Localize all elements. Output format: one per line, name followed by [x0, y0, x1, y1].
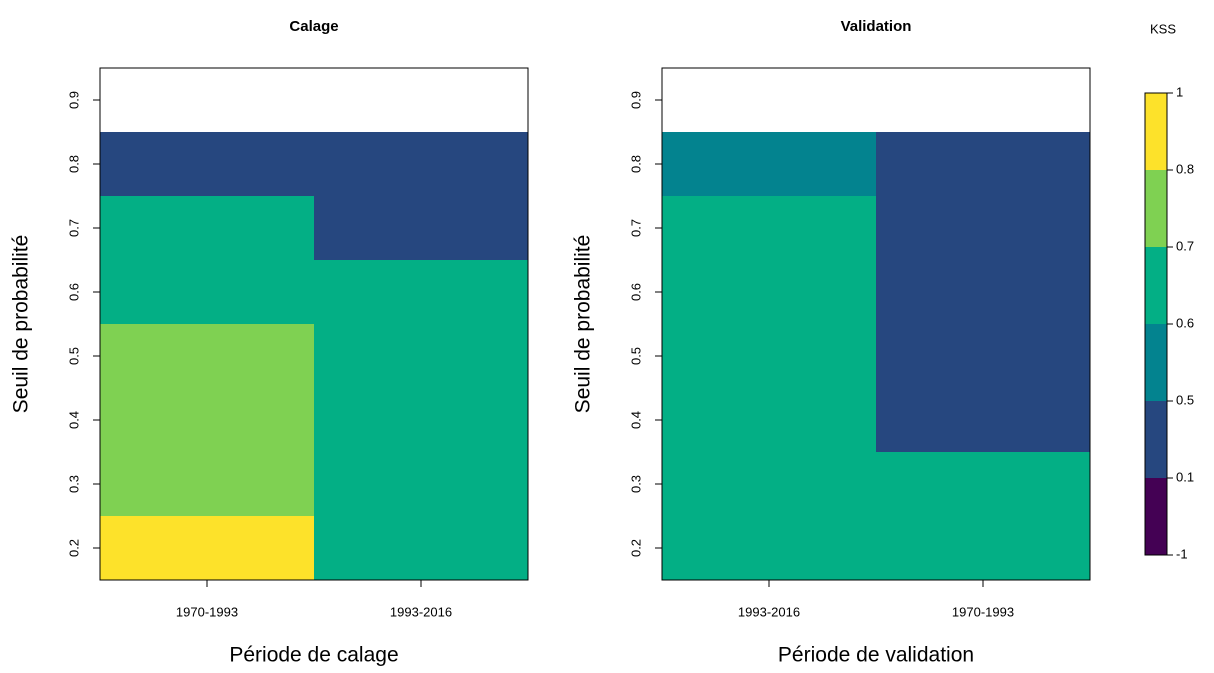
colorbar-segment — [1145, 324, 1167, 401]
y-tick-label: 0.9 — [66, 91, 81, 109]
x-axis-label: Période de calage — [229, 644, 398, 667]
y-tick-label: 0.4 — [628, 411, 643, 429]
y-tick-label: 0.5 — [628, 347, 643, 365]
y-tick-label: 0.8 — [66, 155, 81, 173]
colorbar-tick-label: 0.5 — [1176, 392, 1194, 407]
colorbar-tick-label: 1 — [1176, 84, 1183, 99]
y-tick-label: 0.5 — [66, 347, 81, 365]
y-tick-label: 0.7 — [628, 219, 643, 237]
colorbar-segment — [1145, 170, 1167, 247]
heat-cell — [100, 388, 315, 452]
heat-cell — [100, 324, 315, 388]
x-tick-label: 1993-2016 — [390, 604, 452, 619]
heat-cell — [100, 260, 315, 324]
colorbar-segment — [1145, 93, 1167, 170]
colorbar-segment — [1145, 401, 1167, 478]
heat-cell — [876, 196, 1091, 260]
heat-cell — [314, 324, 529, 388]
heat-cell — [314, 260, 529, 324]
colorbar-tick-label: 0.8 — [1176, 161, 1194, 176]
y-tick-label: 0.9 — [628, 91, 643, 109]
y-tick-label: 0.6 — [66, 283, 81, 301]
heat-cell — [876, 516, 1091, 580]
y-tick-label: 0.2 — [66, 539, 81, 557]
y-tick-label: 0.4 — [66, 411, 81, 429]
y-tick-label: 0.2 — [628, 539, 643, 557]
heat-cell — [662, 452, 877, 516]
colorbar-segment — [1145, 478, 1167, 555]
heat-cell — [876, 260, 1091, 324]
y-tick-label: 0.6 — [628, 283, 643, 301]
colorbar-tick-label: 0.6 — [1176, 315, 1194, 330]
heat-cell — [876, 324, 1091, 388]
y-tick-label: 0.7 — [66, 219, 81, 237]
heat-cell — [314, 388, 529, 452]
heat-cell — [662, 324, 877, 388]
heat-cell — [100, 196, 315, 260]
heat-cell — [314, 452, 529, 516]
colorbar-tick-label: 0.1 — [1176, 469, 1194, 484]
plot-frame — [661, 67, 1091, 581]
heat-cell — [662, 516, 877, 580]
x-tick-label: 1993-2016 — [738, 604, 800, 619]
heat-cell — [314, 516, 529, 580]
heat-cell — [100, 516, 315, 580]
heat-cell — [100, 132, 315, 196]
y-tick-label: 0.3 — [66, 475, 81, 493]
x-tick-label: 1970-1993 — [952, 604, 1014, 619]
chart-title: Calage — [289, 18, 338, 35]
heat-cell — [876, 132, 1091, 196]
heat-cell — [662, 260, 877, 324]
colorbar-segment — [1145, 247, 1167, 324]
heat-cell — [314, 196, 529, 260]
y-tick-label: 0.8 — [628, 155, 643, 173]
y-axis-label: Seuil de probabilité — [572, 235, 595, 414]
heat-cell — [314, 132, 529, 196]
colorbar-tick-label: 0.7 — [1176, 238, 1194, 253]
y-axis-label: Seuil de probabilité — [10, 235, 33, 414]
heat-cell — [662, 196, 877, 260]
colorbar-tick-label: -1 — [1176, 546, 1188, 561]
heat-cell — [876, 388, 1091, 452]
chart-title: Validation — [841, 18, 912, 35]
heat-cell — [662, 132, 877, 196]
heat-cell — [876, 452, 1091, 516]
x-axis-label: Période de validation — [778, 644, 974, 667]
y-tick-label: 0.3 — [628, 475, 643, 493]
x-tick-label: 1970-1993 — [176, 604, 238, 619]
heat-cell — [100, 452, 315, 516]
heat-cell — [662, 388, 877, 452]
colorbar-title: KSS — [1150, 21, 1176, 36]
plot-frame — [99, 67, 529, 581]
